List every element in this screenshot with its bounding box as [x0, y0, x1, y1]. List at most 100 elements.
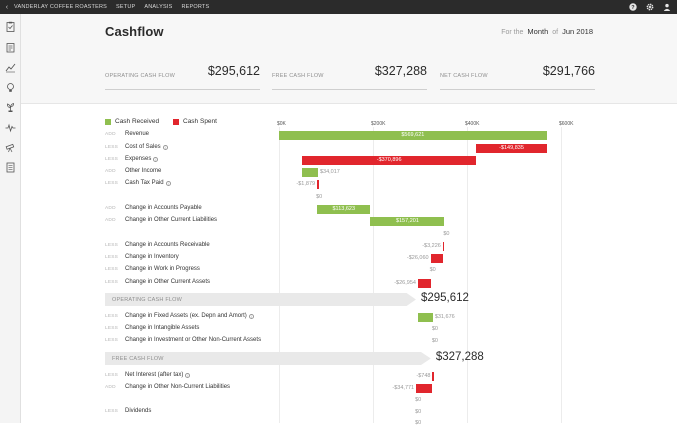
document-icon[interactable] — [5, 160, 16, 173]
row-label-text: Dividends — [125, 408, 152, 414]
waterfall-bar[interactable] — [370, 216, 445, 226]
waterfall-bar[interactable] — [476, 143, 547, 153]
row-label-text: Change in Intangible Assets — [125, 325, 200, 331]
info-icon[interactable]: i — [248, 313, 254, 319]
total-banner: FREE CASH FLOW — [105, 352, 431, 365]
total-banner-label: FREE CASH FLOW — [112, 355, 164, 362]
row-tag: LESS — [105, 157, 119, 162]
period-value-select[interactable]: Jun 2018 — [562, 27, 593, 36]
waterfall-bar[interactable] — [317, 204, 371, 214]
gridline — [467, 127, 468, 423]
bar-value-label: $113,623 — [332, 205, 356, 212]
row-tag: ADD — [105, 385, 116, 390]
row-tag: LESS — [105, 243, 119, 248]
kpi-operating-cash-flow: OPERATING CASH FLOW $295,612 — [105, 64, 260, 90]
bar-value-label: -$149,835 — [499, 144, 524, 151]
row-label-text: Change in Investment or Other Non-Curren… — [125, 337, 262, 343]
waterfall-bar[interactable] — [432, 371, 434, 381]
bar-value-label: -$34,771 — [392, 384, 415, 391]
period-prefix: For the — [501, 29, 524, 36]
back-icon[interactable]: ‹ — [5, 3, 9, 11]
gridline — [373, 127, 374, 423]
row-label: Cash Tax Paid i — [125, 180, 171, 186]
gear-icon[interactable] — [645, 2, 654, 11]
row-label: Change in Inventory — [125, 254, 179, 260]
menu-company[interactable]: VANDERLAY COFFEE ROASTERS — [14, 4, 108, 10]
row-label: Revenue — [125, 131, 149, 137]
waterfall-bar[interactable] — [317, 179, 319, 189]
row-label: Change in Intangible Assets — [125, 325, 199, 331]
kpi-value: $295,612 — [207, 64, 260, 78]
row-tag: ADD — [105, 169, 116, 174]
kpi-label: FREE CASH FLOW — [272, 73, 324, 79]
row-tag: LESS — [105, 181, 119, 186]
kpi-label: OPERATING CASH FLOW — [105, 73, 176, 79]
row-label-text: Cash Tax Paid — [125, 180, 164, 186]
x-tick-label: $400K — [465, 121, 480, 127]
pulse-icon[interactable] — [5, 120, 16, 133]
bar-value-label: -$26,954 — [394, 279, 416, 286]
top-nav-bar: ‹ VANDERLAY COFFEE ROASTERS SETUP ANALYS… — [0, 0, 677, 14]
row-tag: LESS — [105, 255, 119, 260]
bulb-icon[interactable] — [5, 80, 16, 92]
kpi-label: NET CASH FLOW — [440, 73, 488, 79]
gridline — [279, 127, 280, 423]
bar-value-label: $0 — [415, 397, 422, 403]
row-label: Expenses i — [125, 156, 159, 162]
waterfall-bar[interactable] — [430, 253, 443, 263]
legend-label-received: Cash Received — [115, 118, 160, 125]
period-selector: For the Month of Jun 2018 — [501, 27, 593, 36]
legend-label-spent: Cash Spent — [183, 118, 217, 125]
row-tag: LESS — [105, 409, 119, 414]
row-tag: ADD — [105, 132, 116, 137]
waterfall-bar[interactable] — [279, 130, 547, 140]
waterfall-bar[interactable] — [417, 312, 433, 322]
row-label: Dividends — [125, 408, 151, 414]
help-icon[interactable]: ? — [628, 2, 637, 11]
checklist-icon[interactable] — [5, 40, 16, 53]
menu-reports[interactable]: REPORTS — [181, 4, 210, 10]
row-label-text: Other Income — [125, 168, 162, 174]
legend-spent: Cash Spent — [173, 118, 217, 125]
row-tag: ADD — [105, 206, 116, 211]
line-chart-icon[interactable] — [5, 60, 16, 73]
bar-value-label: $569,621 — [401, 131, 425, 138]
info-icon[interactable]: i — [185, 372, 191, 378]
legend-swatch-spent — [173, 118, 179, 125]
bar-value-label: $34,017 — [319, 168, 340, 175]
waterfall-bar[interactable] — [301, 155, 477, 165]
bar-value-label: -$748 — [416, 372, 431, 379]
waterfall-bar[interactable] — [301, 167, 318, 177]
user-icon[interactable] — [662, 2, 671, 11]
waterfall-bar[interactable] — [416, 383, 433, 393]
waterfall-bar[interactable] — [417, 278, 431, 288]
waterfall-bar[interactable] — [442, 241, 445, 251]
period-unit-select[interactable]: Month — [527, 27, 549, 36]
info-icon[interactable]: i — [153, 156, 159, 162]
row-label: Cost of Sales i — [125, 144, 168, 150]
total-value: $327,288 — [435, 351, 484, 363]
menu-analysis[interactable]: ANALYSIS — [144, 4, 173, 10]
row-label-text: Change in Accounts Receivable — [125, 242, 210, 248]
x-tick-label: $600K — [559, 121, 574, 127]
bar-value-label: $0 — [415, 420, 422, 426]
row-label-text: Change in Other Current Liabilities — [125, 217, 218, 223]
menu-setup[interactable]: SETUP — [116, 4, 136, 10]
info-icon[interactable]: i — [165, 180, 171, 186]
clipboard-icon[interactable] — [5, 19, 16, 32]
svg-text:?: ? — [631, 5, 635, 11]
info-icon[interactable]: i — [162, 144, 168, 150]
row-tag: LESS — [105, 267, 119, 272]
legend-received: Cash Received — [105, 118, 159, 125]
page-title: Cashflow — [105, 24, 164, 39]
row-label: Net Interest (after tax) i — [125, 372, 191, 378]
row-label: Change in Fixed Assets (ex. Depn and Amo… — [125, 313, 254, 319]
row-label-text: Change in Fixed Assets (ex. Depn and Amo… — [125, 313, 247, 319]
row-label-text: Change in Other Non-Current Liabilities — [125, 384, 231, 390]
kpi-value: $327,288 — [374, 64, 427, 78]
bar-value-label: $0 — [443, 231, 450, 237]
row-label: Change in Investment or Other Non-Curren… — [125, 337, 261, 343]
money-plant-icon[interactable] — [5, 100, 16, 112]
total-banner-label: OPERATING CASH FLOW — [112, 296, 183, 303]
telescope-icon[interactable] — [5, 140, 16, 153]
